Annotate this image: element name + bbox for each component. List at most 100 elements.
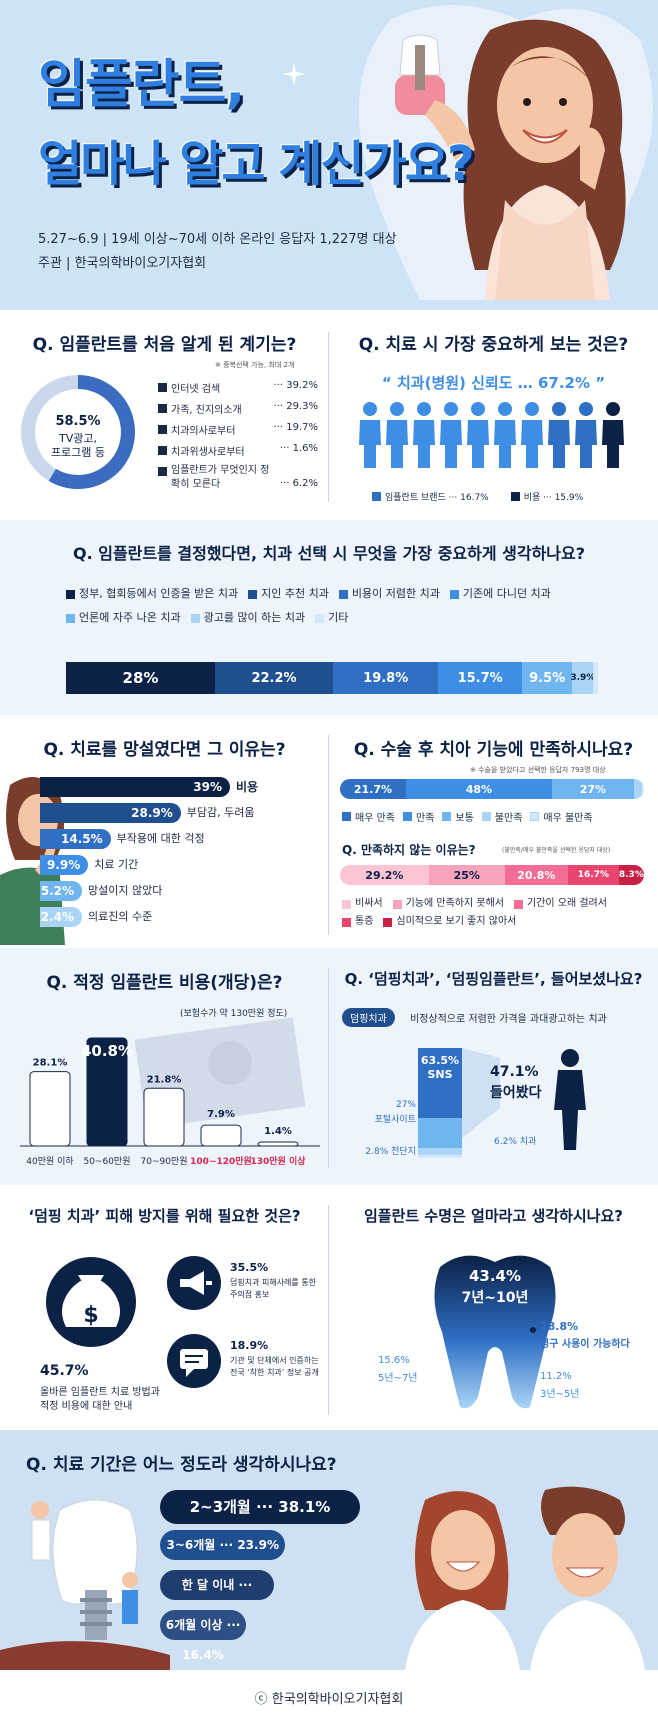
- bar: [257, 1141, 299, 1147]
- survey-info: 5.27~6.9 | 19세 이상~70세 이하 온라인 응답자 1,227명 …: [38, 232, 397, 247]
- q7-heard-label: 들어봤다: [490, 1085, 542, 1101]
- q5-sub-title: Q. 만족하지 않는 이유는?: [342, 843, 476, 857]
- q5-legend: 매우 만족 만족 보통 불만족 매우 불만족: [342, 809, 652, 824]
- list-item: 치과의사로부터 ··· 19.7%: [158, 422, 318, 443]
- list-item: 가족, 친지의소개 ··· 29.3%: [158, 401, 318, 422]
- q8-item1-pct: 35.5%: [230, 1261, 269, 1274]
- dollar-icon: $: [83, 1303, 99, 1328]
- q7-heard-pct: 47.1%: [490, 1064, 539, 1080]
- q7-definition: 비정상적으로 저렴한 가격을 과대광고하는 치과: [410, 1014, 607, 1025]
- smiling-couple-illustration: [405, 1486, 645, 1670]
- bar-value-label: 28.1%: [33, 1058, 68, 1069]
- q8-main-pct: 45.7%: [40, 1363, 89, 1379]
- bar-segment: [641, 779, 644, 799]
- bar-segment: 29.2%: [340, 865, 429, 885]
- q1-donut-arc: [21, 375, 135, 489]
- bar-value-label: 7.9%: [207, 1109, 235, 1120]
- category-label: 100~120만원: [190, 1155, 252, 1167]
- money-bag-icon: [46, 1257, 136, 1347]
- bar-segment: 3.9%: [570, 662, 595, 694]
- bar-label: 치료 기간: [94, 858, 139, 871]
- bar-segment: [633, 779, 642, 799]
- chat-bubble-icon: [167, 1334, 221, 1388]
- legend-item: 비용 ··· 15.9%: [510, 490, 583, 503]
- survey-host: 주관 | 한국의학바이오기자협회: [38, 256, 207, 271]
- q1-note: ※ 중복선택 가능, 최대 2개: [215, 361, 295, 369]
- legend-item: 임플란트 브랜드 ··· 16.7%: [372, 490, 489, 503]
- bar-segment: 27%: [551, 779, 634, 799]
- q8-title: ‘덤핑 치과’ 피해 방지를 위해 필요한 것은?: [28, 1207, 301, 1225]
- bar-segment: [593, 662, 598, 694]
- header: 임플란트, 얼마나 알고 계신가요? 5.27~6.9 | 19세 이상~70세…: [0, 0, 658, 310]
- bar-segment: 8.3%: [618, 865, 644, 885]
- q1-donut-chart: [21, 375, 135, 489]
- q7-portal-pct: 27%: [395, 1100, 416, 1110]
- legend-item: 비용이 저렴한 치과: [338, 582, 440, 606]
- megaphone-icon: [167, 1256, 221, 1310]
- q5-title: Q. 수술 후 치아 기능에 만족하시나요?: [353, 740, 634, 760]
- q7-portal-label: 포털사이트: [374, 1115, 416, 1125]
- q6-note: (보험수가 약 130만원 정도): [180, 1009, 288, 1019]
- q9-main-pct: 43.4%: [468, 1267, 522, 1285]
- person-icon: [494, 402, 516, 468]
- bar: 28.9%: [40, 803, 181, 823]
- list-item: 인터넷 검색 ··· 39.2%: [158, 380, 318, 401]
- q8-item2-line1: 기관 및 단체에서 인증하는: [230, 1356, 319, 1365]
- divider: [328, 735, 329, 935]
- footer: ⓒ 한국의학바이오기자협회: [0, 1670, 658, 1721]
- divider: [328, 1205, 329, 1415]
- category-label: 70~90만원: [140, 1156, 187, 1167]
- person-icon: [521, 402, 543, 468]
- pill-bar: 2~3개월 ··· 38.1%: [160, 1490, 360, 1524]
- q5-sub-note: (불만족/매우 불만족을 선택한 응답자 대상): [502, 847, 611, 854]
- bar-segment: 28%: [66, 662, 215, 694]
- bar: 5.2%: [40, 881, 82, 901]
- q9-left-label: 5년~7년: [378, 1373, 418, 1384]
- category-label: 50~60만원: [83, 1156, 130, 1167]
- q8-item2-pct: 18.9%: [230, 1339, 269, 1352]
- category-label: 130만원 이상: [250, 1155, 306, 1167]
- bar: [29, 1071, 71, 1147]
- marker-dot: [530, 1327, 536, 1333]
- q3-title: Q. 임플란트를 결정했다면, 치과 선택 시 무엇을 가장 중요하게 생각하나…: [72, 544, 586, 563]
- q4-title: Q. 치료를 망설였다면 그 이유는?: [43, 740, 286, 760]
- person-icon: [575, 402, 597, 468]
- q6-bar-chart: 28.1% 40만원 이하 40.8% 50~60만원 21.8% 70~90만원 7.9%…: [20, 1037, 320, 1167]
- q1-item-list: 인터넷 검색 ··· 39.2% 가족, 친지의소개 ··· 29.3% 치과의사로…: [158, 380, 318, 494]
- bar: 9.9%: [40, 855, 89, 875]
- bar-label: 비용: [236, 780, 259, 794]
- q7-title: Q. ‘덤핑치과’, ‘덤핑임플란트’, 들어보셨나요?: [344, 970, 643, 988]
- q5-stacked-bar: 21.7% 48% 27%: [340, 779, 644, 799]
- q2-people-pictogram: [359, 402, 624, 468]
- q5-note: ※ 수술을 받았다고 선택한 응답자 793명 대상: [470, 766, 606, 774]
- bar-segment: 19.8%: [333, 662, 439, 694]
- q10-section: Q. 치료 기간은 어느 정도라 생각하시나요? 2~3개월 ··· 38.1%…: [0, 1430, 658, 1670]
- legend-item: 보통: [442, 809, 474, 824]
- legend-item: 기간이 오래 걸려서: [513, 895, 607, 913]
- q8-main-line2: 적정 비용에 대한 안내: [40, 1401, 133, 1412]
- q9-right-label: 3년~5년: [540, 1389, 580, 1400]
- legend-item: 불만족: [481, 809, 522, 824]
- q7-dental-bar: [418, 1148, 462, 1155]
- legend-item: 만족: [402, 809, 434, 824]
- q1-center-pct: 58.5%: [55, 414, 101, 429]
- bar: 39%: [40, 777, 230, 797]
- tooth-chart-icon: [434, 1255, 556, 1409]
- q5-reason-legend: 비싸서 기능에 만족하지 못해서 기간이 오래 걸려서 통증 심미적으로 보기 …: [342, 895, 652, 931]
- legend-item: 광고를 많이 하는 치과: [190, 606, 305, 630]
- q7-tag: 덤핑치과: [342, 1008, 395, 1027]
- person-icon: [602, 402, 624, 468]
- q7-sns-pct: 63.5%: [420, 1054, 460, 1067]
- bar-value-label: 1.4%: [264, 1126, 292, 1137]
- bar-value-label: 40.8%: [81, 1042, 133, 1060]
- legend-item: 지인 추천 치과: [248, 582, 329, 606]
- dental-implant-illustration: [0, 1499, 170, 1670]
- legend-item: 매우 만족: [342, 809, 395, 824]
- bar-label: 망설이지 않았다: [88, 884, 163, 897]
- q5-reason-stacked-bar: 29.2% 25% 20.8% 16.7% 8.3%: [340, 865, 644, 885]
- pill-bar: 6개월 이상 ··· 16.4%: [160, 1610, 247, 1662]
- q8-item2-line2: 전국 ‘착한 치과’ 정보 공개: [230, 1368, 319, 1377]
- bar: [143, 1087, 185, 1147]
- person-icon: [359, 402, 381, 468]
- q4-horizontal-bar-chart: 39% 비용 28.9% 부담감, 두려움 14.5% 부작용에 대한 걱정 9.9% 치료 …: [40, 777, 328, 937]
